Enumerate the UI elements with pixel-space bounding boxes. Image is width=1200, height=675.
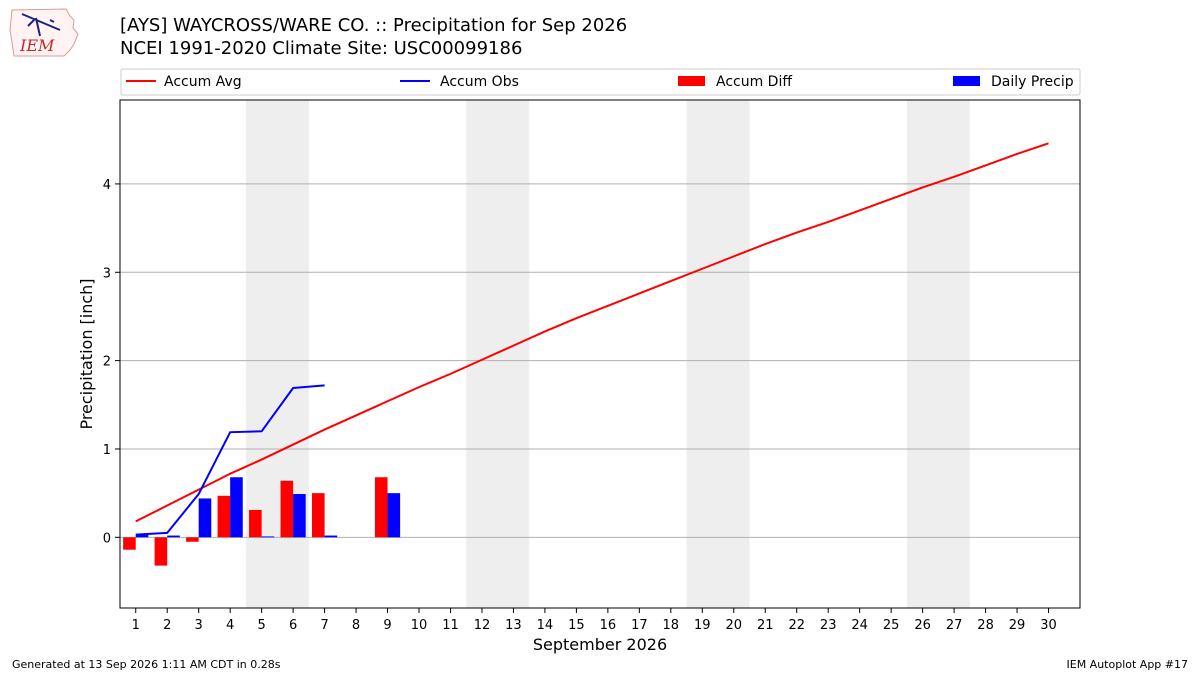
daily-precip-bar-day-1 [135, 534, 149, 538]
y-tick-label-3: 3 [103, 266, 111, 281]
footer-app-text: IEM Autoplot App #17 [1066, 658, 1189, 671]
x-tick-label-17: 17 [631, 618, 648, 633]
x-tick-label-29: 29 [1009, 618, 1026, 633]
x-tick-label-30: 30 [1040, 618, 1057, 633]
x-tick-label-6: 6 [289, 618, 297, 633]
bar-series [123, 477, 401, 566]
legend: Accum Avg Accum Obs Accum Diff Daily Pre… [120, 68, 1081, 96]
iowa-map-outline [9, 8, 79, 57]
logo-text: IEM [19, 36, 55, 55]
y-tick-label-0: 0 [103, 531, 111, 546]
x-tick-label-13: 13 [505, 618, 522, 633]
x-tick-label-11: 11 [442, 618, 459, 633]
x-tick-label-9: 9 [383, 618, 391, 633]
weekend-band-4 [906, 100, 970, 608]
legend-label-daily-precip: Daily Precip [991, 74, 1074, 90]
accum-diff-bar-day-1 [123, 537, 136, 550]
footer-generated-text: Generated at 13 Sep 2026 1:11 AM CDT in … [12, 658, 281, 671]
line-series [135, 142, 1049, 536]
accum-diff-bar-day-9 [374, 477, 388, 538]
y-axis-ticks: 0 1 2 3 4 [103, 178, 120, 546]
accum-diff-bar-day-2 [154, 537, 168, 566]
x-tick-label-2: 2 [163, 618, 171, 633]
x-tick-label-15: 15 [568, 618, 585, 633]
plot-frame [119, 99, 1081, 609]
x-tick-label-4: 4 [226, 618, 234, 633]
weekend-bands [245, 100, 970, 608]
chart-subtitle: NCEI 1991-2020 Climate Site: USC00099186 [120, 38, 522, 59]
x-tick-label-24: 24 [851, 618, 868, 633]
x-tick-label-28: 28 [977, 618, 994, 633]
x-axis-label: September 2026 [533, 635, 667, 654]
accum-diff-bar-day-5 [249, 509, 262, 538]
x-tick-label-27: 27 [946, 618, 963, 633]
x-tick-label-26: 26 [914, 618, 931, 633]
daily-precip-bar-day-4 [230, 477, 243, 538]
x-tick-label-25: 25 [883, 618, 900, 633]
daily-precip-bar-day-6 [293, 494, 306, 538]
weekend-band-3 [686, 100, 750, 608]
daily-precip-bar-day-5 [261, 536, 275, 538]
x-tick-label-1: 1 [132, 618, 140, 633]
x-tick-label-3: 3 [195, 618, 203, 633]
legend-frame [120, 68, 1081, 96]
legend-label-accum-obs: Accum Obs [440, 74, 519, 90]
chart-title: [AYS] WAYCROSS/WARE CO. :: Precipitation… [120, 15, 627, 36]
y-axis-label: Precipitation [inch] [77, 278, 96, 429]
x-tick-label-10: 10 [411, 618, 428, 633]
x-tick-label-16: 16 [600, 618, 617, 633]
x-axis-ticks: 1 2 3 4 5 6 7 8 9 10 11 12 13 14 15 16 17 18 19 20 21 22 23 24 2… [132, 608, 1057, 633]
axes [119, 99, 1081, 609]
x-tick-label-22: 22 [788, 618, 805, 633]
daily-precip-bar-day-3 [198, 498, 212, 538]
x-tick-label-21: 21 [757, 618, 774, 633]
legend-label-accum-avg: Accum Avg [164, 74, 242, 90]
x-tick-label-8: 8 [352, 618, 360, 633]
daily-precip-bar-day-2 [167, 535, 180, 538]
y-tick-label-4: 4 [103, 178, 111, 193]
legend-swatch-daily-precip [953, 76, 980, 86]
y-tick-label-1: 1 [103, 443, 111, 458]
weather-vane-icon [21, 13, 61, 37]
x-tick-label-7: 7 [320, 618, 328, 633]
y-tick-label-2: 2 [103, 355, 111, 370]
accum-diff-bar-day-6 [280, 480, 294, 538]
x-tick-label-14: 14 [537, 618, 554, 633]
accum-diff-bar-day-7 [312, 493, 325, 538]
x-tick-label-20: 20 [725, 618, 742, 633]
gridlines [120, 183, 1080, 538]
accum-avg-line [135, 142, 1049, 523]
daily-precip-bar-day-9 [387, 493, 401, 538]
iem-logo: IEM [9, 8, 79, 57]
accum-obs-line [135, 384, 325, 536]
x-tick-label-18: 18 [663, 618, 680, 633]
accum-diff-bar-day-4 [217, 495, 231, 538]
x-tick-label-19: 19 [694, 618, 711, 633]
daily-precip-bar-day-7 [324, 535, 338, 538]
legend-swatch-accum-diff [678, 76, 705, 86]
accum-diff-bar-day-3 [186, 537, 199, 542]
legend-label-accum-diff: Accum Diff [716, 74, 792, 90]
x-tick-label-12: 12 [474, 618, 491, 633]
x-tick-label-23: 23 [820, 618, 837, 633]
weekend-band-2 [466, 100, 530, 608]
x-tick-label-5: 5 [257, 618, 265, 633]
